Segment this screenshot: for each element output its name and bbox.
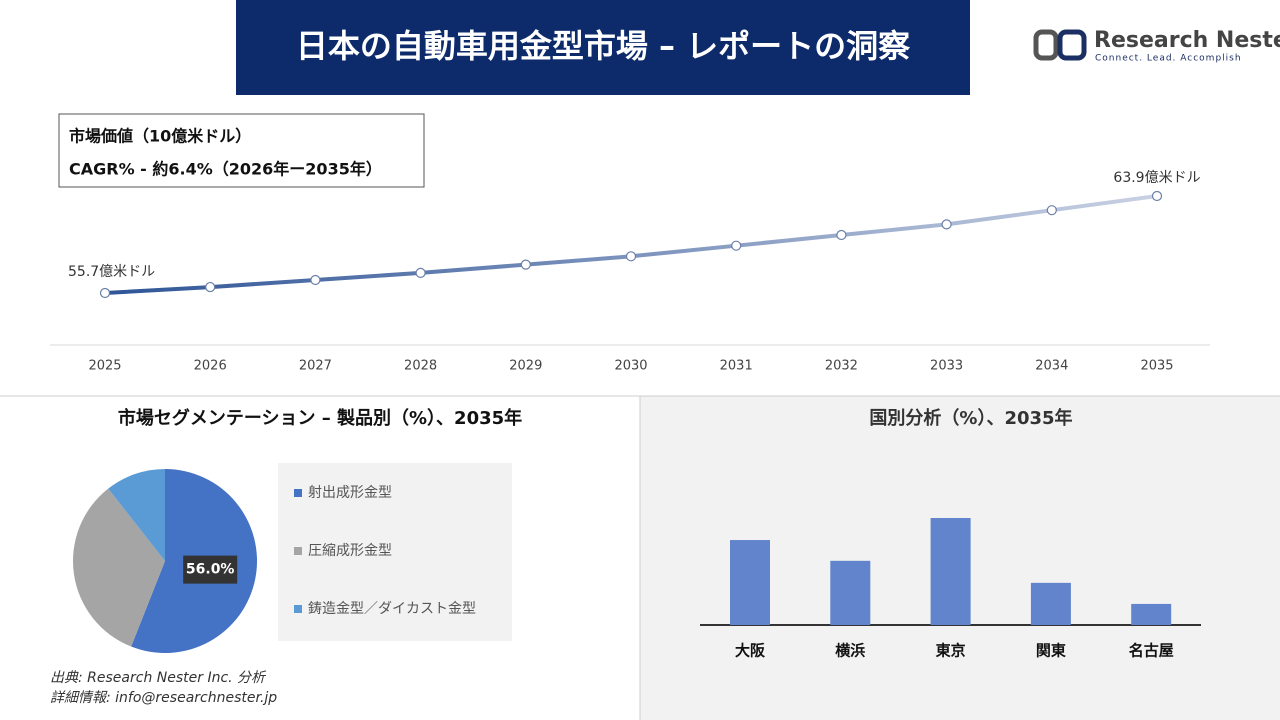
x-tick-label: 大阪	[735, 642, 766, 660]
x-tick-label: 2035	[1140, 359, 1173, 374]
logo-icon	[1057, 29, 1087, 61]
line	[104, 194, 1158, 295]
legend-label: 射出成形金型	[308, 485, 392, 501]
point	[941, 219, 952, 230]
x-tick-label: 東京	[936, 642, 966, 660]
point	[836, 229, 847, 241]
title-box	[236, 0, 970, 95]
logo-icon	[1033, 29, 1059, 61]
point	[731, 240, 742, 251]
annotation: 市場価値（10億米ドル）	[69, 127, 251, 146]
logo-name: Research Nester	[1094, 28, 1280, 53]
page-title: 日本の自動車用金型市場 – レポートの洞察	[296, 27, 910, 65]
logo: Research Nester Connect. Lead. Accomplis…	[1033, 28, 1280, 64]
bar	[1030, 582, 1071, 625]
point	[1151, 190, 1163, 202]
x-tick-label: 2029	[509, 359, 542, 374]
legend-swatch	[294, 605, 302, 613]
bar	[730, 540, 770, 625]
annotation: CAGR% - 約6.4%（2026年ー2035年）	[69, 160, 382, 179]
point	[415, 267, 426, 278]
x-tick-label: 2031	[720, 359, 753, 374]
x-tick-label: 横浜	[835, 642, 865, 660]
legend-swatch	[294, 489, 302, 497]
bar	[1131, 603, 1172, 625]
value-label: 56.0%	[186, 562, 235, 578]
x-tick-label: 2030	[614, 359, 647, 374]
bar	[930, 518, 971, 625]
chart-title: 市場セグメンテーション – 製品別（%）、2035年	[118, 407, 522, 429]
x-tick-label: 2032	[825, 359, 858, 374]
legend-swatch	[294, 547, 302, 555]
point	[1046, 205, 1057, 216]
x-tick-label: 2034	[1035, 359, 1068, 374]
point	[310, 274, 321, 286]
pie-slice	[72, 488, 165, 647]
x-tick-label: 関東	[1036, 642, 1066, 660]
x-tick-label: 2025	[88, 359, 121, 374]
annotation-box	[58, 113, 425, 188]
point	[99, 287, 111, 299]
legend-label: 鋳造金型／ダイカスト金型	[308, 600, 476, 617]
chart-title: 国別分析（%）、2035年	[869, 407, 1072, 429]
label-bg	[183, 555, 238, 584]
x-tick-label: 2027	[299, 359, 332, 374]
point	[520, 259, 531, 270]
pie-slice	[108, 469, 165, 561]
source: 出典: Research Nester Inc. 分析	[50, 670, 267, 686]
logo-tagline: Connect. Lead. Accomplish	[1095, 54, 1242, 64]
legend-label: 圧縮成形金型	[308, 543, 392, 559]
x-tick-label: 2026	[194, 359, 227, 374]
value-label: 55.7億米ドル	[68, 264, 155, 280]
x-tick-label: 2028	[404, 359, 437, 374]
point	[625, 251, 637, 262]
bar	[830, 560, 871, 625]
contact: 詳細情報: info@researchnester.jp	[50, 690, 277, 706]
point	[205, 281, 216, 293]
x-tick-label: 名古屋	[1129, 642, 1174, 660]
value-label: 63.9億米ドル	[1113, 170, 1200, 186]
x-tick-label: 2033	[930, 359, 963, 374]
legend-bg	[278, 463, 512, 641]
